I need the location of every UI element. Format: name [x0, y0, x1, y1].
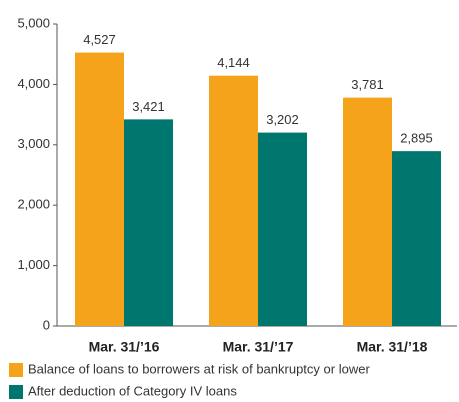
- data-label: 2,895: [400, 131, 433, 146]
- bar: [124, 119, 173, 326]
- legend-swatch: [9, 385, 23, 399]
- bar: [209, 75, 258, 327]
- data-label: 3,202: [266, 112, 299, 127]
- y-tick-label: 0: [43, 317, 50, 332]
- y-tick-label: 2,000: [17, 197, 50, 212]
- x-tick-label: Mar. 31/’18: [357, 339, 428, 355]
- y-tick-label: 5,000: [17, 15, 50, 30]
- data-label: 3,421: [132, 99, 165, 114]
- legend-label: After deduction of Category IV loans: [28, 383, 237, 398]
- bar: [343, 97, 392, 327]
- x-tick-label: Mar. 31/’16: [89, 339, 160, 355]
- bar: [258, 132, 307, 326]
- y-tick-label: 3,000: [17, 136, 50, 151]
- x-tick-label: Mar. 31/’17: [223, 339, 294, 355]
- data-label: 4,144: [217, 55, 250, 70]
- data-label: 4,527: [83, 32, 116, 47]
- y-tick-label: 4,000: [17, 76, 50, 91]
- bar: [75, 52, 124, 326]
- legend-label: Balance of loans to borrowers at risk of…: [28, 361, 370, 376]
- y-tick-label: 1,000: [17, 257, 50, 272]
- bar: [392, 151, 441, 326]
- legend-swatch: [9, 363, 23, 377]
- data-label: 3,781: [351, 77, 384, 92]
